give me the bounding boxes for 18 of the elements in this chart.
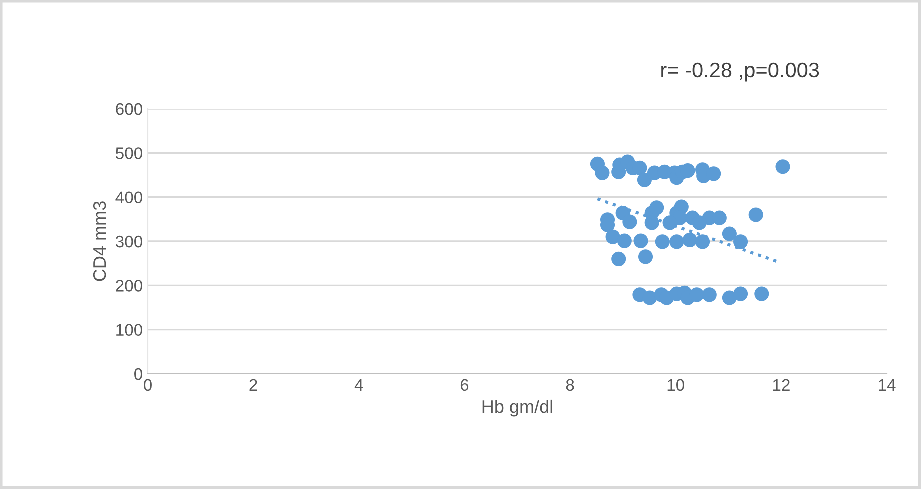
y-tick-label: 600 (116, 103, 142, 116)
y-tick-label: 0 (134, 368, 142, 380)
x-tick-label: 4 (354, 379, 364, 391)
y-tick-label: 400 (116, 192, 142, 204)
y-tick-label: 500 (116, 148, 142, 160)
y-axis-title: CD4 mm3 (93, 202, 106, 282)
x-axis-title: Hb gm/dl (482, 400, 552, 417)
x-tick-label: 12 (773, 379, 790, 391)
x-tick-label: 8 (566, 379, 574, 392)
x-tick-label: 0 (144, 379, 152, 392)
x-tick-label: 10 (668, 379, 684, 392)
x-tick-label: 14 (879, 379, 896, 391)
y-tick-label: 100 (116, 324, 142, 336)
y-tick-label: 200 (116, 280, 142, 292)
y-tick-label: 300 (116, 236, 142, 248)
x-tick-label: 2 (250, 379, 258, 391)
text: r= -0.28 ,p=0.003 (662, 62, 820, 82)
x-tick-label: 6 (460, 379, 469, 392)
